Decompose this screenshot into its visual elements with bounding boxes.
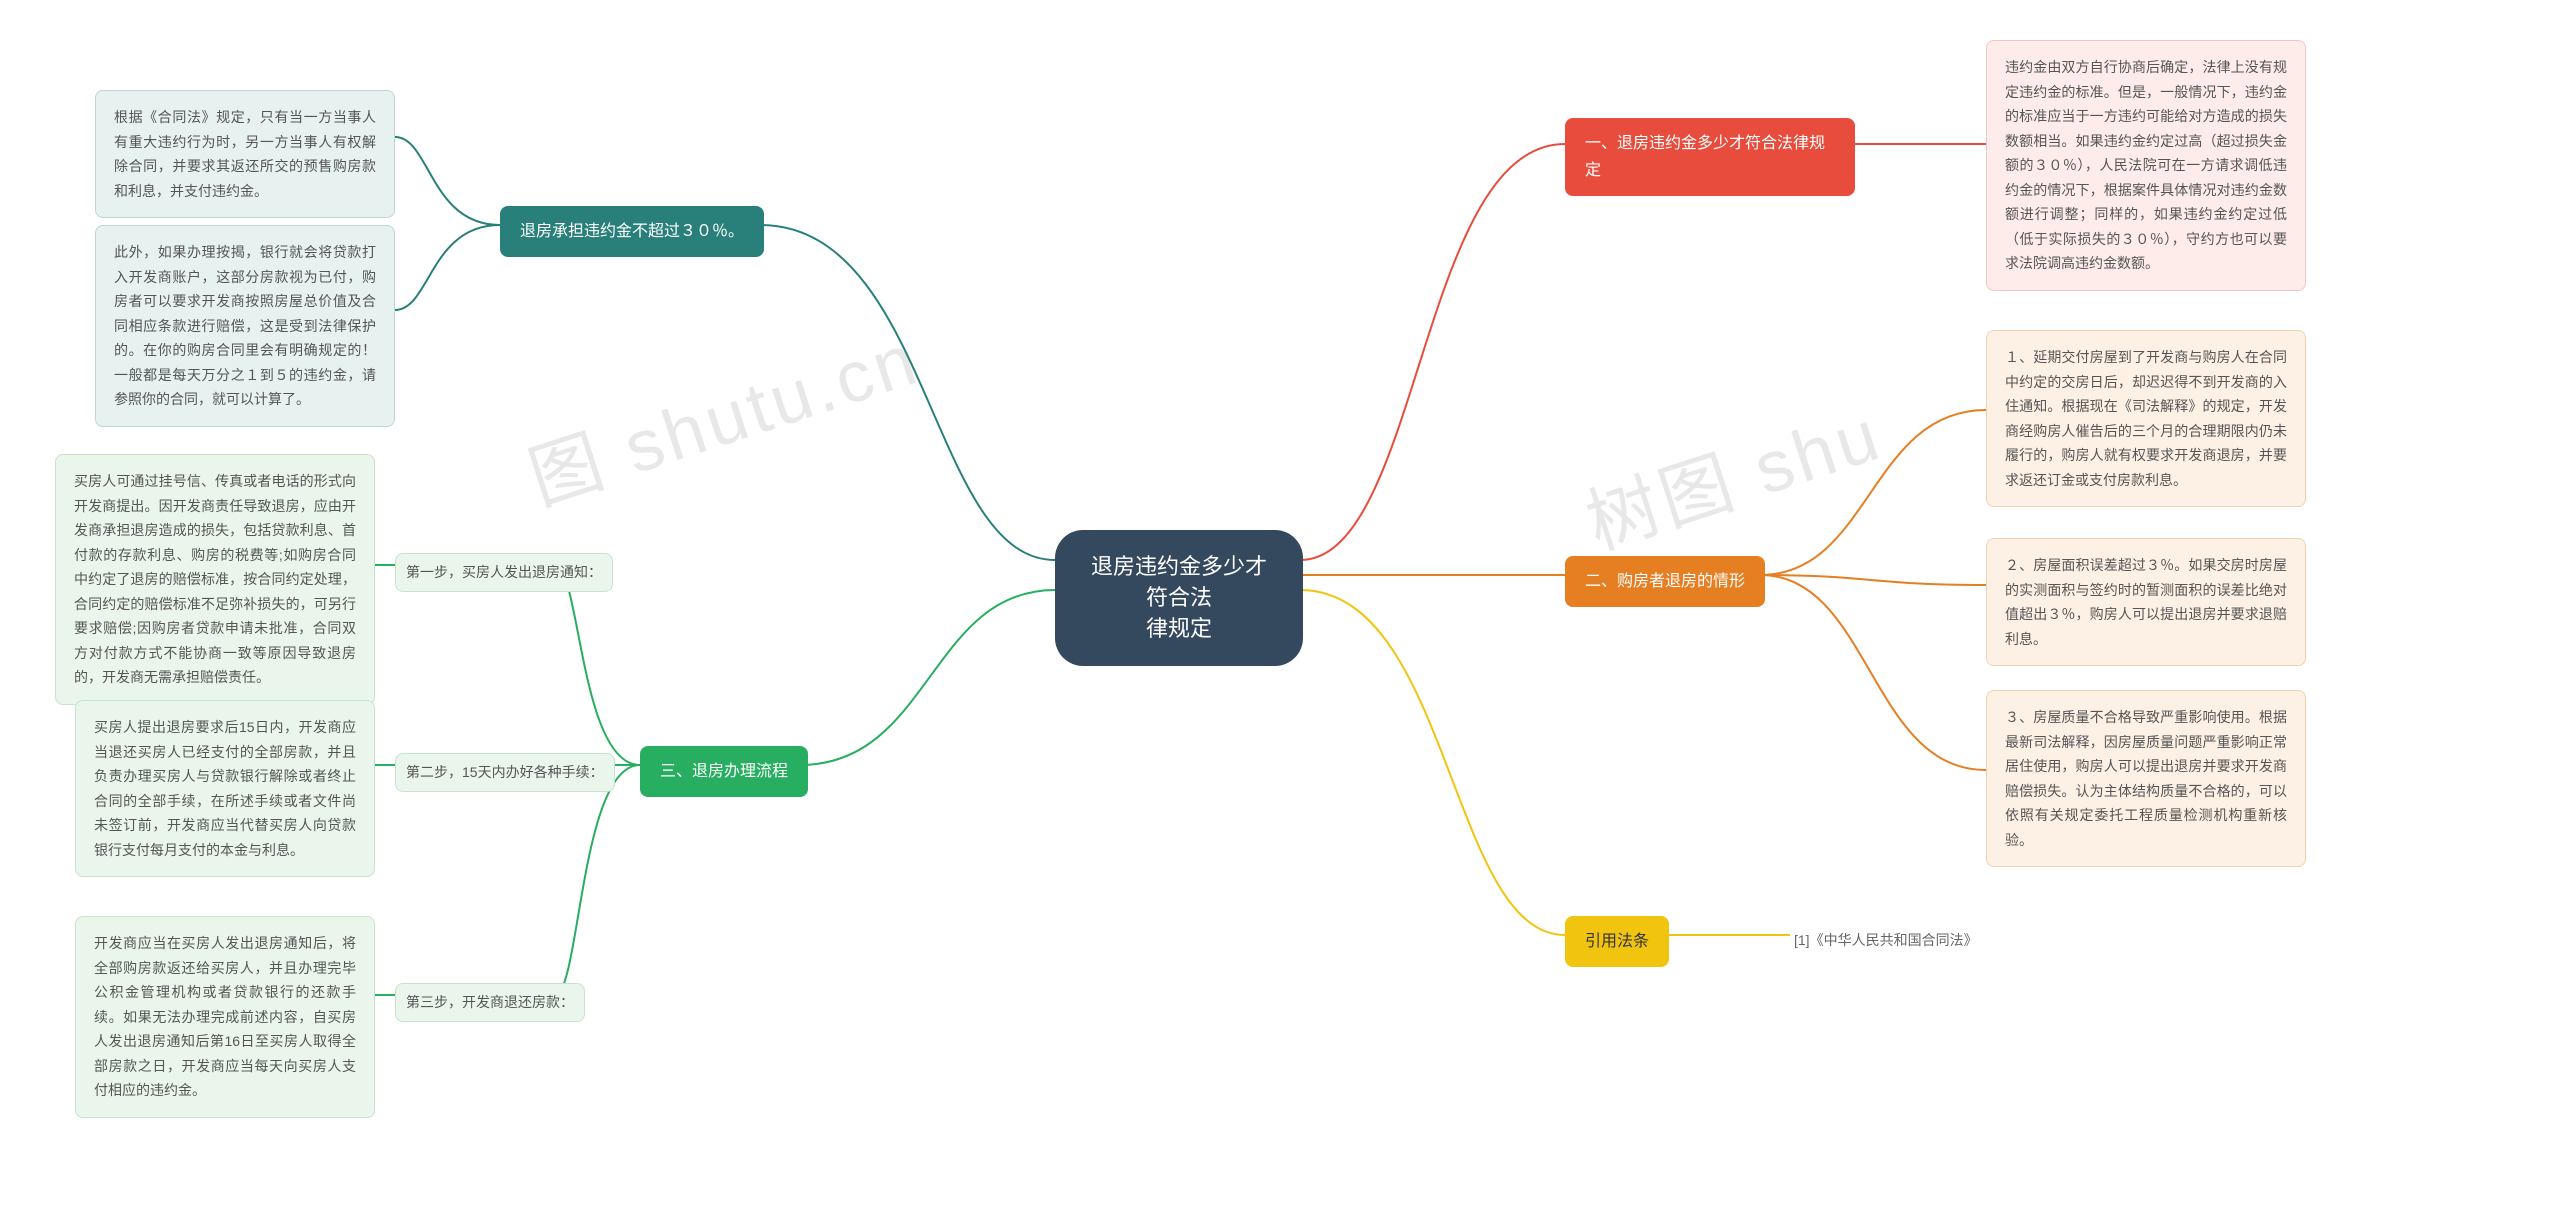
leaf-situation-3: ３、房屋质量不合格导致严重影响使用。根据最新司法解释，因房屋质量问题严重影响正常… xyxy=(1986,690,2306,867)
leaf-situation-2: ２、房屋面积误差超过３％。如果交房时房屋的实测面积与签约时的暂测面积的误差比绝对… xyxy=(1986,538,2306,666)
leaf-situation-1: １、延期交付房屋到了开发商与购房人在合同中约定的交房日后，却迟迟得不到开发商的入… xyxy=(1986,330,2306,507)
root-node: 退房违约金多少才符合法 律规定 xyxy=(1055,530,1303,666)
step-3-text: 开发商应当在买房人发出退房通知后，将全部购房款返还给买房人，并且办理完毕公积金管… xyxy=(75,916,375,1118)
branch-max-30: 退房承担违约金不超过３０％。 xyxy=(500,206,764,257)
leaf-citation-1: [1]《中华人民共和国合同法》 xyxy=(1790,922,1982,959)
step-2-text: 买房人提出退房要求后15日内，开发商应当退还买房人已经支付的全部房款，并且负责办… xyxy=(75,700,375,877)
leaf-contract-law: 根据《合同法》规定，只有当一方当事人有重大违约行为时，另一方当事人有权解除合同，… xyxy=(95,90,395,218)
step-2-label: 第二步，15天内办好各种手续： xyxy=(395,753,615,792)
branch-refund-situations: 二、购房者退房的情形 xyxy=(1565,556,1765,607)
leaf-penalty-detail: 违约金由双方自行协商后确定，法律上没有规定违约金的标准。但是，一般情况下，违约金… xyxy=(1986,40,2306,291)
step-1-text: 买房人可通过挂号信、传真或者电话的形式向开发商提出。因开发商责任导致退房，应由开… xyxy=(55,454,375,705)
branch-penalty-amount: 一、退房违约金多少才符合法律规 定 xyxy=(1565,118,1855,196)
step-1-label: 第一步，买房人发出退房通知： xyxy=(395,553,613,592)
watermark: 图 shutu.cn xyxy=(514,300,931,525)
branch-citation: 引用法条 xyxy=(1565,916,1669,967)
watermark: 树图 shu xyxy=(1571,376,1893,570)
step-3-label: 第三步，开发商退还房款： xyxy=(395,983,585,1022)
branch-process: 三、退房办理流程 xyxy=(640,746,808,797)
leaf-mortgage: 此外，如果办理按揭，银行就会将贷款打入开发商账户，这部分房款视为已付，购房者可以… xyxy=(95,225,395,427)
